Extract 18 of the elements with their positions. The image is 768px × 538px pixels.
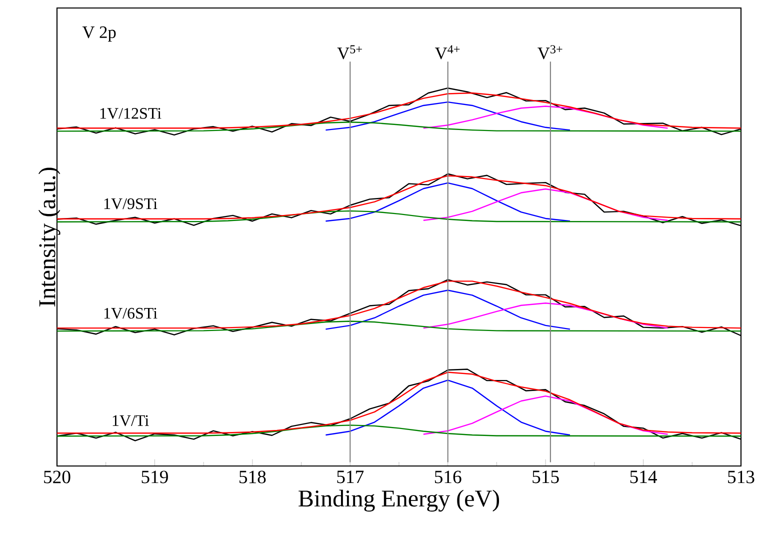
x-tick-label: 514 xyxy=(630,470,657,484)
x-tick-label: 513 xyxy=(728,470,754,484)
x-tick-label: 517 xyxy=(337,470,364,484)
y-axis-title: Intensity (a.u.) xyxy=(38,168,60,306)
x-tick-label: 519 xyxy=(142,470,168,484)
x-tick-label: 520 xyxy=(44,470,70,484)
series-label: 1V/12STi xyxy=(100,108,162,119)
x-axis-title: Binding Energy (eV) xyxy=(298,490,500,512)
text: V 2p xyxy=(82,26,116,42)
x-tick-label: 515 xyxy=(532,470,559,484)
ref-line-label: V$^{3+}$ xyxy=(538,45,562,60)
ref-line-label: V$^{4+}$ xyxy=(434,45,460,60)
ref-line-label: V$^{5+}$ xyxy=(337,45,362,60)
x-tick-label: 518 xyxy=(240,470,266,484)
series-label: 1V/Ti xyxy=(112,415,149,426)
series-label: 1V/6STi xyxy=(104,308,158,319)
series-label: 1V/9STi xyxy=(104,198,158,210)
x-tick-label: 516 xyxy=(434,470,462,484)
